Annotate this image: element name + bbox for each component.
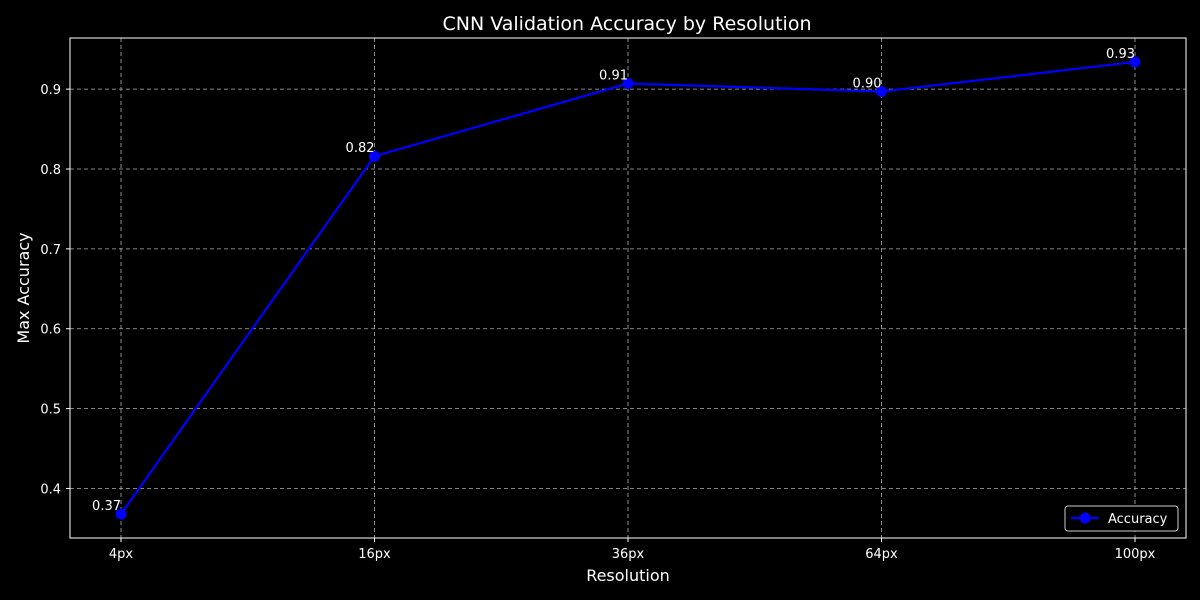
x-tick-label: 4px bbox=[109, 547, 134, 562]
data-label: 0.37 bbox=[92, 499, 121, 514]
x-axis-label: Resolution bbox=[586, 566, 670, 585]
legend-box bbox=[1064, 505, 1179, 532]
data-point bbox=[369, 150, 380, 162]
data-point bbox=[876, 86, 887, 98]
data-point bbox=[622, 78, 634, 90]
data-point bbox=[1129, 56, 1141, 68]
y-tick-label: 0.8 bbox=[40, 163, 61, 178]
y-tick-label: 0.4 bbox=[40, 482, 61, 497]
legend: Accuracy bbox=[1064, 505, 1179, 532]
x-tick-label: 36px bbox=[612, 547, 645, 562]
data-label: 0.91 bbox=[599, 69, 628, 84]
chart-title: CNN Validation Accuracy by Resolution bbox=[443, 13, 812, 35]
x-tick-label: 64px bbox=[865, 547, 898, 562]
axis-ticks: 4px 16px 36px 64px 100px 0.4 0.5 0.6 0.7 0.8 0.9 bbox=[40, 83, 1155, 562]
x-tick-label: 100px bbox=[1115, 547, 1156, 562]
y-tick-label: 0.5 bbox=[40, 403, 61, 418]
legend-label-accuracy: Accuracy bbox=[1108, 512, 1168, 527]
y-tick-label: 0.6 bbox=[40, 323, 61, 338]
data-label: 0.90 bbox=[853, 77, 882, 92]
data-label: 0.93 bbox=[1106, 47, 1135, 62]
grid bbox=[70, 38, 1186, 538]
data-label: 0.82 bbox=[346, 141, 375, 156]
y-axis-label: Max Accuracy bbox=[14, 232, 33, 343]
x-tick-label: 16px bbox=[358, 547, 391, 562]
y-tick-label: 0.9 bbox=[40, 83, 61, 98]
series-accuracy: 0.37 0.82 0.91 0.90 0.93 bbox=[92, 47, 1141, 520]
data-point bbox=[115, 508, 127, 520]
y-tick-label: 0.7 bbox=[40, 243, 61, 258]
legend-marker-swatch bbox=[1079, 512, 1091, 524]
